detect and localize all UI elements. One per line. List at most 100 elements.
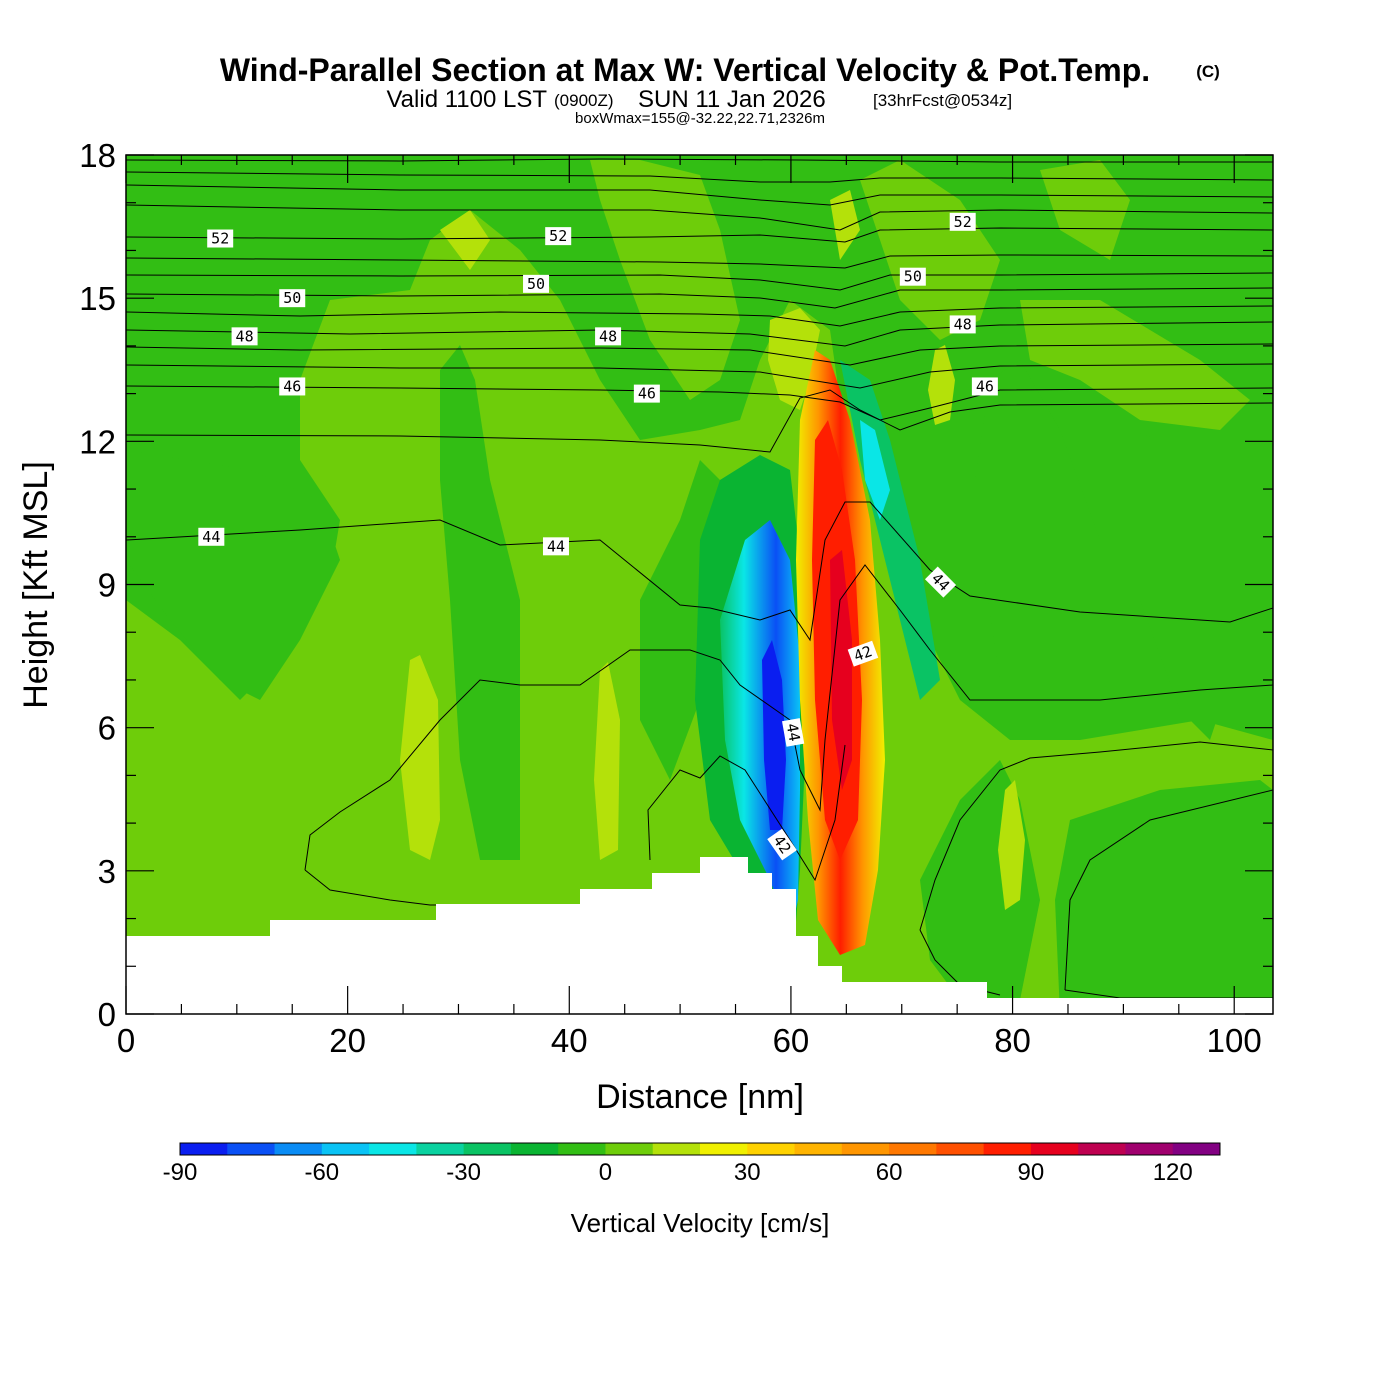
colorbar-tick-label: 120 [1153, 1159, 1193, 1186]
theta-contour-label: 50 [899, 267, 926, 286]
w-downdraft-upper [860, 420, 890, 520]
theta-contour-label: 44 [198, 527, 225, 546]
contour-label-text: 50 [904, 268, 922, 286]
colorbar-swatch [274, 1143, 323, 1155]
theta-contour-label: 44 [782, 718, 805, 747]
x-tick-label: 60 [773, 1022, 810, 1059]
theta-contour [1064, 789, 1273, 991]
theta-contour [126, 204, 1273, 231]
copyright-mark: (C) [1196, 62, 1220, 81]
contour-label-box [971, 377, 998, 396]
contour-label-text: 48 [236, 327, 254, 345]
w-band-yellow-green [400, 655, 440, 860]
contour-label-box [924, 566, 957, 598]
contour-label-text: 42 [851, 642, 874, 665]
contour-label-box [595, 327, 622, 346]
theta-contour-label: 50 [523, 274, 550, 293]
theta-contour [919, 741, 1273, 931]
x-axis-label: Distance [nm] [596, 1078, 804, 1116]
y-tick-label: 0 [98, 996, 116, 1033]
colorbar-swatch [369, 1143, 417, 1155]
contour-label-box [207, 229, 234, 248]
contour-label-box [542, 537, 569, 556]
contour-label-box [949, 315, 976, 334]
colorbar-swatch [558, 1143, 606, 1155]
theta-contour-label: 48 [595, 327, 622, 346]
colorbar: -90 -60 -30 0 30 60 90 120 [163, 1142, 1221, 1186]
theta-contour-label: 52 [207, 229, 234, 248]
contour-label-box [633, 384, 660, 403]
theta-contour-label: 46 [971, 377, 998, 396]
chart-subtitle: Valid 1100 LST (0900Z) SUN 11 Jan 2026 [… [386, 86, 1012, 113]
w-band-light-green [860, 160, 1000, 340]
theta-contour [126, 171, 1273, 183]
colorbar-swatch [747, 1143, 796, 1155]
w-band-light-green [590, 160, 740, 400]
theta-contour [126, 158, 1273, 163]
colorbar-swatch [227, 1143, 276, 1155]
contour-label-text: 46 [976, 377, 994, 395]
colorbar-swatch [321, 1143, 370, 1155]
theta-contour-label: 50 [279, 289, 306, 308]
contour-label-box [279, 289, 306, 308]
w-band-green [1055, 780, 1273, 1014]
colorbar-swatch [416, 1143, 465, 1155]
colorbar-label: Vertical Velocity [cm/s] [571, 1208, 830, 1238]
theta-contour-label: 48 [231, 327, 258, 346]
theta-contour [126, 272, 1273, 291]
y-tick-label: 9 [98, 567, 116, 604]
theta-contour-label: 48 [949, 315, 976, 334]
contour-label-text: 44 [783, 722, 804, 743]
theta-contour [126, 305, 1273, 327]
valid-time-utc: (0900Z) [554, 91, 614, 110]
theta-contour [126, 184, 1273, 206]
colorbar-frame [179, 1142, 1221, 1156]
theta-contour [126, 385, 1273, 421]
contour-label-text: 52 [549, 227, 567, 245]
colorbar-tick-label: -90 [163, 1159, 198, 1186]
theta-contour-label: 42 [847, 640, 879, 667]
colorbar-swatch [1172, 1143, 1221, 1155]
theta-contour-label: 44 [542, 537, 569, 556]
x-tick-label: 20 [329, 1022, 366, 1059]
contour-label-text: 52 [211, 230, 229, 248]
colorbar-swatch [652, 1143, 701, 1155]
theta-contour [304, 564, 1273, 871]
forecast-info: [33hrFcst@0534z] [873, 91, 1012, 110]
colorbar-swatch [794, 1143, 843, 1155]
w-band-yellow-green [928, 345, 955, 425]
contour-label-text: 44 [202, 528, 220, 546]
contour-label-box [847, 640, 879, 667]
w-band-yellow-green [594, 662, 620, 860]
y-tick-label: 12 [79, 423, 116, 460]
x-tick-label: 100 [1207, 1022, 1262, 1059]
x-tick-label: 0 [117, 1022, 135, 1059]
contour-label-box [198, 527, 225, 546]
contour-label-text: 48 [954, 315, 972, 333]
valid-date: SUN 11 Jan 2026 [638, 86, 826, 113]
colorbar-swatch [1078, 1143, 1126, 1155]
terrain-mask [126, 857, 1273, 1014]
theta-contour-label: 52 [545, 227, 572, 246]
contour-label-box [767, 828, 797, 861]
tick-labels: 0 20 40 60 80 100 0 3 6 9 12 15 18 [79, 137, 1261, 1059]
w-updraft-max [830, 550, 852, 790]
colorbar-swatch [983, 1143, 1032, 1155]
colorbar-swatch [180, 1143, 228, 1155]
theta-contour-label: 46 [279, 377, 306, 396]
contour-label-box [899, 267, 926, 286]
valid-time-local: Valid 1100 LST [386, 86, 547, 113]
y-tick-label: 6 [98, 710, 116, 747]
box-wmax-info: boxWmax=155@-32.22,22.71,2326m [575, 110, 825, 127]
theta-contour [126, 287, 1273, 309]
contour-label-box [782, 718, 805, 747]
colorbar-swatch [936, 1143, 985, 1155]
colorbar-swatch [463, 1143, 512, 1155]
theta-contour [126, 501, 1273, 642]
colorbar-swatch [1030, 1143, 1079, 1155]
colorbar-tick-label: -60 [304, 1159, 339, 1186]
theta-contour [126, 363, 1273, 389]
colorbar-tick-label: 60 [876, 1159, 903, 1186]
